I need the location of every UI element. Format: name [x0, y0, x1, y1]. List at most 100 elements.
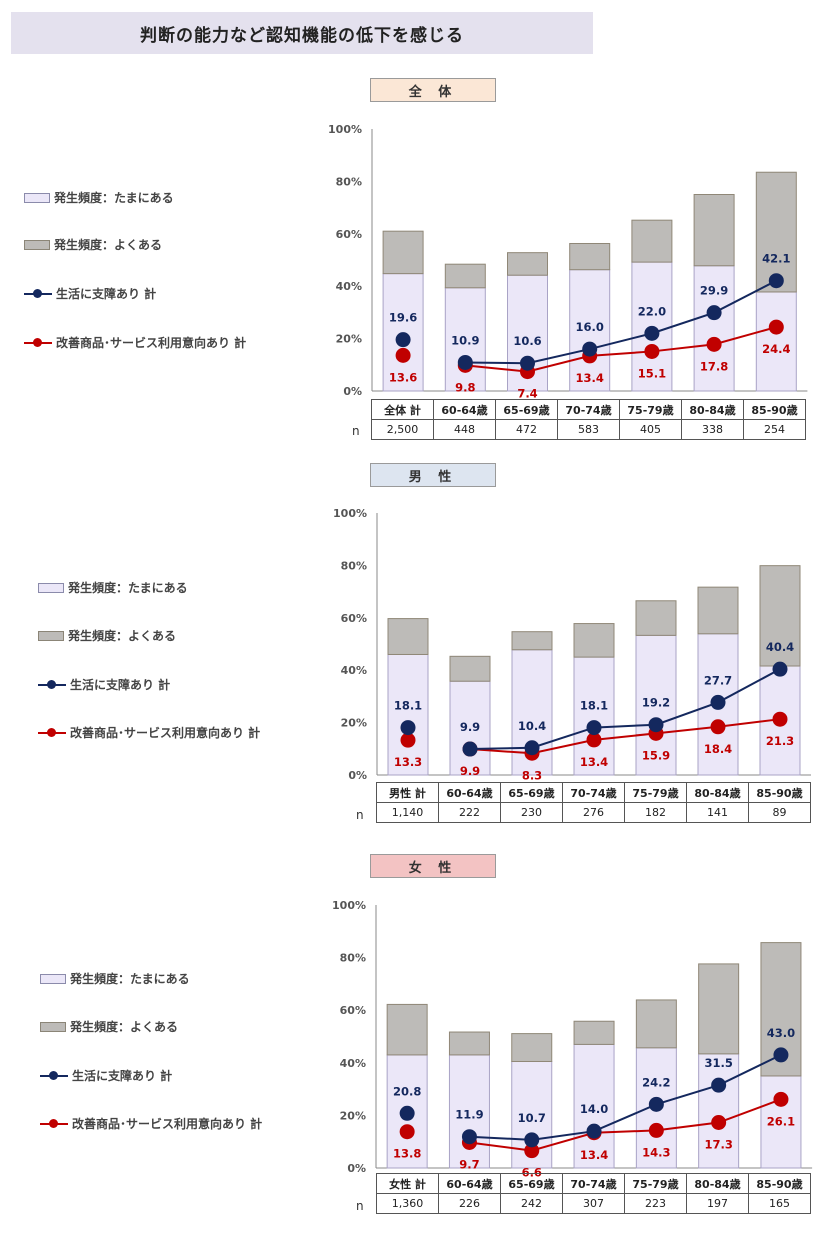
navy-series-point	[520, 355, 535, 371]
legend-item-red: 改善商品･サービス利用意向あり 計	[24, 334, 246, 351]
bar-light	[511, 649, 553, 776]
navy-data-label: 10.7	[518, 1111, 546, 1125]
navy-data-label: 9.9	[460, 720, 480, 734]
red-data-label: 21.3	[766, 734, 794, 748]
navy-series-line	[469, 668, 781, 751]
bar-gray	[449, 655, 491, 682]
legend-item-red: 改善商品･サービス利用意向あり 計	[40, 1115, 262, 1132]
n-table-value-row: 2,500 448 472 583 405 338 254	[371, 419, 806, 440]
red-data-label: 15.1	[638, 366, 666, 380]
n-value: 165	[748, 1193, 811, 1214]
n-value: 472	[495, 419, 558, 440]
legend-label-light: 発生頻度：たまにある	[70, 972, 190, 986]
red-data-label: 8.3	[522, 768, 542, 782]
category-label: 60-64歳	[438, 782, 501, 803]
navy-series-point	[400, 720, 416, 736]
navy-series-point	[395, 332, 411, 348]
bar-light	[573, 656, 615, 776]
n-value: 583	[557, 419, 620, 440]
red-data-label: 9.9	[460, 764, 480, 778]
legend-label-navy: 生活に支障あり 計	[70, 678, 171, 692]
red-series-point	[710, 719, 726, 735]
y-tick-label: 0%	[348, 769, 367, 782]
y-tick-label: 80%	[336, 175, 362, 188]
category-label: 65-69歳	[500, 1173, 563, 1194]
red-series-point	[395, 347, 411, 363]
legend-swatch-light	[24, 192, 50, 203]
red-series-line	[469, 1098, 782, 1152]
legend-label-navy: 生活に支障あり 計	[72, 1069, 173, 1083]
red-data-label: 9.8	[455, 380, 475, 394]
y-tick-label: 100%	[328, 123, 362, 136]
bar-gray	[507, 252, 548, 276]
bar-gray	[698, 963, 740, 1055]
legend-item-light: 発生頻度：たまにある	[24, 189, 174, 206]
legend-label-red: 改善商品･サービス利用意向あり 計	[70, 726, 261, 740]
bar-gray	[569, 242, 611, 271]
legend-swatch-gray	[38, 630, 64, 641]
bar-light	[569, 269, 611, 392]
navy-series-point	[706, 305, 722, 321]
segment-title-male: 男 性	[370, 463, 496, 487]
y-tick-label: 20%	[336, 333, 362, 346]
navy-data-label: 43.0	[767, 1026, 795, 1040]
navy-series-point	[461, 1129, 477, 1145]
legend-item-light: 発生頻度：たまにある	[38, 579, 188, 596]
bar-gray	[444, 263, 486, 289]
bar-gray	[511, 1033, 553, 1062]
chart-panel-all: 全 体 発生頻度：たまにある 発生頻度：よくある 生活に支障あり 計 改善商品･…	[0, 0, 821, 450]
navy-series-point	[586, 720, 602, 736]
n-value: 182	[624, 802, 687, 823]
n-value: 89	[748, 802, 811, 823]
red-series-point	[399, 1124, 415, 1140]
n-label-female: n	[356, 1199, 364, 1213]
bar-gray	[382, 230, 424, 275]
red-data-label: 14.3	[642, 1145, 670, 1159]
red-data-label: 18.4	[704, 742, 732, 756]
bar-gray	[635, 999, 677, 1049]
navy-series-point	[582, 341, 598, 357]
y-tick-label: 100%	[333, 507, 367, 520]
bar-light	[387, 653, 429, 776]
red-data-label: 15.9	[642, 748, 670, 762]
bar-gray	[386, 1003, 428, 1056]
n-table-header-row: 女性 計 60-64歳 65-69歳 70-74歳 75-79歳 80-84歳 85-90歳	[376, 1173, 811, 1194]
red-data-label: 7.4	[517, 387, 537, 401]
navy-series-point	[399, 1105, 415, 1121]
legend-item-light: 発生頻度：たまにある	[40, 970, 190, 987]
category-label: 75-79歳	[624, 1173, 687, 1194]
navy-data-label: 19.2	[642, 696, 670, 710]
y-tick-label: 20%	[341, 717, 367, 730]
legend-swatch-gray	[24, 239, 50, 250]
legend-swatch-navy	[38, 679, 66, 691]
navy-data-label: 27.7	[704, 673, 732, 687]
legend-label-red: 改善商品･サービス利用意向あり 計	[72, 1117, 263, 1131]
bar-light	[449, 680, 491, 776]
navy-series-point	[524, 740, 540, 756]
navy-data-label: 24.2	[642, 1075, 670, 1089]
n-value: 230	[500, 802, 563, 823]
legend-swatch-gray	[40, 1021, 66, 1032]
bar-light	[573, 1043, 615, 1169]
legend-swatch-light	[40, 973, 66, 984]
red-data-label: 24.4	[762, 342, 790, 356]
navy-series-point	[524, 1132, 540, 1148]
bar-light	[698, 1053, 740, 1169]
n-table-value-row: 1,140 222 230 276 182 141 89	[376, 802, 811, 823]
n-table-all: 全体 計 60-64歳 65-69歳 70-74歳 75-79歳 80-84歳 85-90歳…	[371, 399, 806, 440]
n-label-male: n	[356, 808, 364, 822]
segment-title-female: 女 性	[370, 854, 496, 878]
category-label: 85-90歳	[748, 782, 811, 803]
red-data-label: 13.4	[576, 371, 604, 385]
navy-series-point	[773, 1047, 789, 1063]
red-data-label: 17.3	[704, 1138, 732, 1152]
navy-data-label: 10.6	[513, 334, 541, 348]
red-series-point	[400, 732, 416, 748]
legend-item-gray: 発生頻度：よくある	[38, 627, 176, 644]
y-tick-label: 0%	[343, 385, 362, 398]
legend-item-navy: 生活に支障あり 計	[24, 285, 156, 302]
navy-series-point	[644, 325, 660, 341]
navy-data-label: 19.6	[389, 311, 417, 325]
navy-series-point	[586, 1123, 602, 1139]
